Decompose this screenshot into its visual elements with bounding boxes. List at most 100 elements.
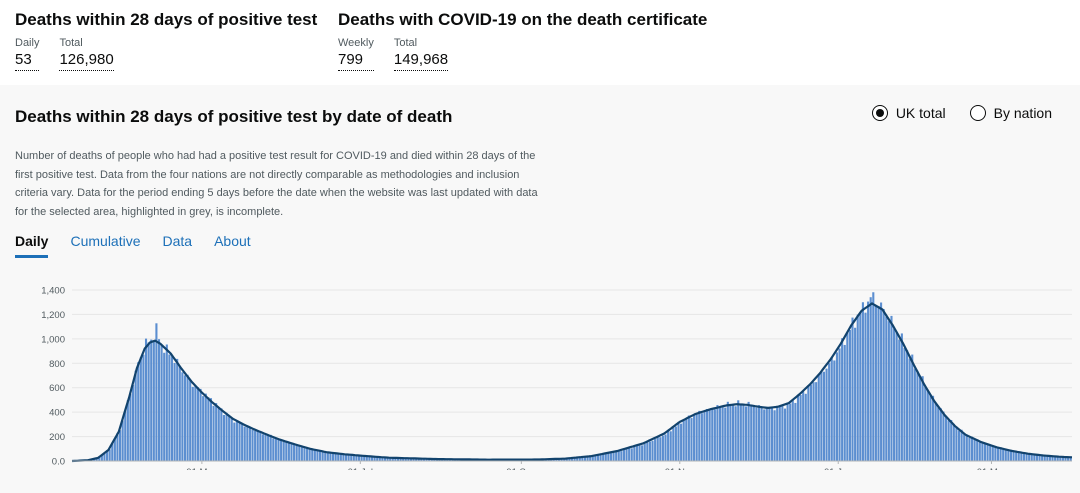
bar <box>409 458 413 461</box>
bar <box>843 344 846 461</box>
bar <box>835 352 838 461</box>
bar <box>755 407 758 461</box>
bar <box>648 441 651 461</box>
bar <box>287 442 290 461</box>
bar <box>864 312 867 461</box>
y-tick-label: 600 <box>49 383 65 394</box>
bar <box>142 354 145 461</box>
tab-about[interactable]: About <box>214 233 251 249</box>
bar <box>828 363 831 461</box>
bar <box>799 395 802 461</box>
radio-uk-total[interactable]: UK total <box>871 105 946 121</box>
bar <box>1033 454 1036 461</box>
bar <box>796 394 800 461</box>
y-tick-label: 1,000 <box>41 334 65 345</box>
tab-data[interactable]: Data <box>162 233 193 249</box>
bar <box>594 455 597 461</box>
bar <box>713 409 716 461</box>
bar <box>259 430 262 461</box>
bar <box>230 417 233 461</box>
daily-value[interactable]: 53 <box>15 51 40 71</box>
total-label: Total <box>59 37 83 49</box>
bar <box>625 449 628 461</box>
x-tick-label: 01 Nov <box>665 467 695 470</box>
bar <box>137 362 140 461</box>
bar <box>609 453 613 461</box>
bar <box>360 455 363 461</box>
deaths-28-days-summary: Deaths within 28 days of positive test D… <box>15 10 318 71</box>
bar <box>822 371 825 461</box>
certificate-total-value[interactable]: 149,968 <box>393 51 449 71</box>
bar <box>181 372 184 461</box>
bar <box>228 416 231 461</box>
radio-by-nation[interactable]: By nation <box>969 105 1052 121</box>
bar <box>576 457 579 461</box>
bar <box>202 396 205 461</box>
bar <box>630 448 633 461</box>
bar <box>280 439 283 461</box>
radio-checked-icon[interactable] <box>871 105 888 121</box>
bar <box>586 456 589 461</box>
bar <box>682 420 685 461</box>
bar <box>402 458 405 461</box>
tab-cumulative[interactable]: Cumulative <box>70 233 141 249</box>
bar <box>267 435 270 461</box>
death-certificate-summary: Deaths with COVID-19 on the death certif… <box>338 10 708 71</box>
bar <box>729 405 732 461</box>
bar <box>573 457 576 461</box>
bar <box>170 356 174 461</box>
bar <box>913 368 916 461</box>
bar <box>212 405 215 461</box>
bar <box>838 348 841 461</box>
bar <box>1017 452 1020 461</box>
bar <box>617 450 620 461</box>
bar <box>124 410 127 461</box>
bar <box>412 458 415 461</box>
bar <box>693 414 696 461</box>
bar <box>861 302 864 461</box>
bar <box>685 419 688 461</box>
bar <box>342 454 345 461</box>
bar <box>854 327 857 461</box>
y-tick-label: 400 <box>49 408 65 419</box>
radio-uk-total-label: UK total <box>895 105 946 121</box>
bar <box>929 394 932 461</box>
bar <box>724 407 727 461</box>
bar <box>285 441 288 461</box>
tab-daily[interactable]: Daily <box>15 233 49 258</box>
bar <box>789 403 792 461</box>
bar <box>1064 456 1067 461</box>
y-tick-label: 800 <box>49 359 65 370</box>
bar <box>1038 455 1041 461</box>
bar <box>311 449 314 461</box>
bar <box>365 456 368 461</box>
bar <box>568 458 571 461</box>
bar <box>389 457 392 461</box>
rolling-average-line <box>71 302 1073 463</box>
bar <box>635 445 638 461</box>
bar <box>254 430 257 461</box>
bar <box>820 370 823 461</box>
bar <box>596 455 600 461</box>
bar <box>781 405 784 461</box>
death-certificate-title: Deaths with COVID-19 on the death certif… <box>338 10 708 29</box>
radio-unchecked-icon[interactable] <box>969 105 986 121</box>
bar <box>168 354 171 461</box>
bar <box>750 406 753 461</box>
bar <box>602 454 605 461</box>
bar <box>760 407 763 461</box>
bar <box>906 350 909 461</box>
bar <box>306 448 309 461</box>
bar <box>394 458 397 461</box>
bar <box>108 449 111 461</box>
total-value[interactable]: 126,980 <box>59 51 114 71</box>
bar <box>817 374 820 461</box>
bar <box>191 386 194 461</box>
bar <box>1035 454 1038 461</box>
bar <box>1067 457 1070 461</box>
bar <box>768 407 771 461</box>
weekly-value[interactable]: 799 <box>338 51 374 71</box>
bar <box>256 431 259 461</box>
bar <box>217 407 220 461</box>
deaths-28-days-title: Deaths within 28 days of positive test <box>15 10 318 29</box>
